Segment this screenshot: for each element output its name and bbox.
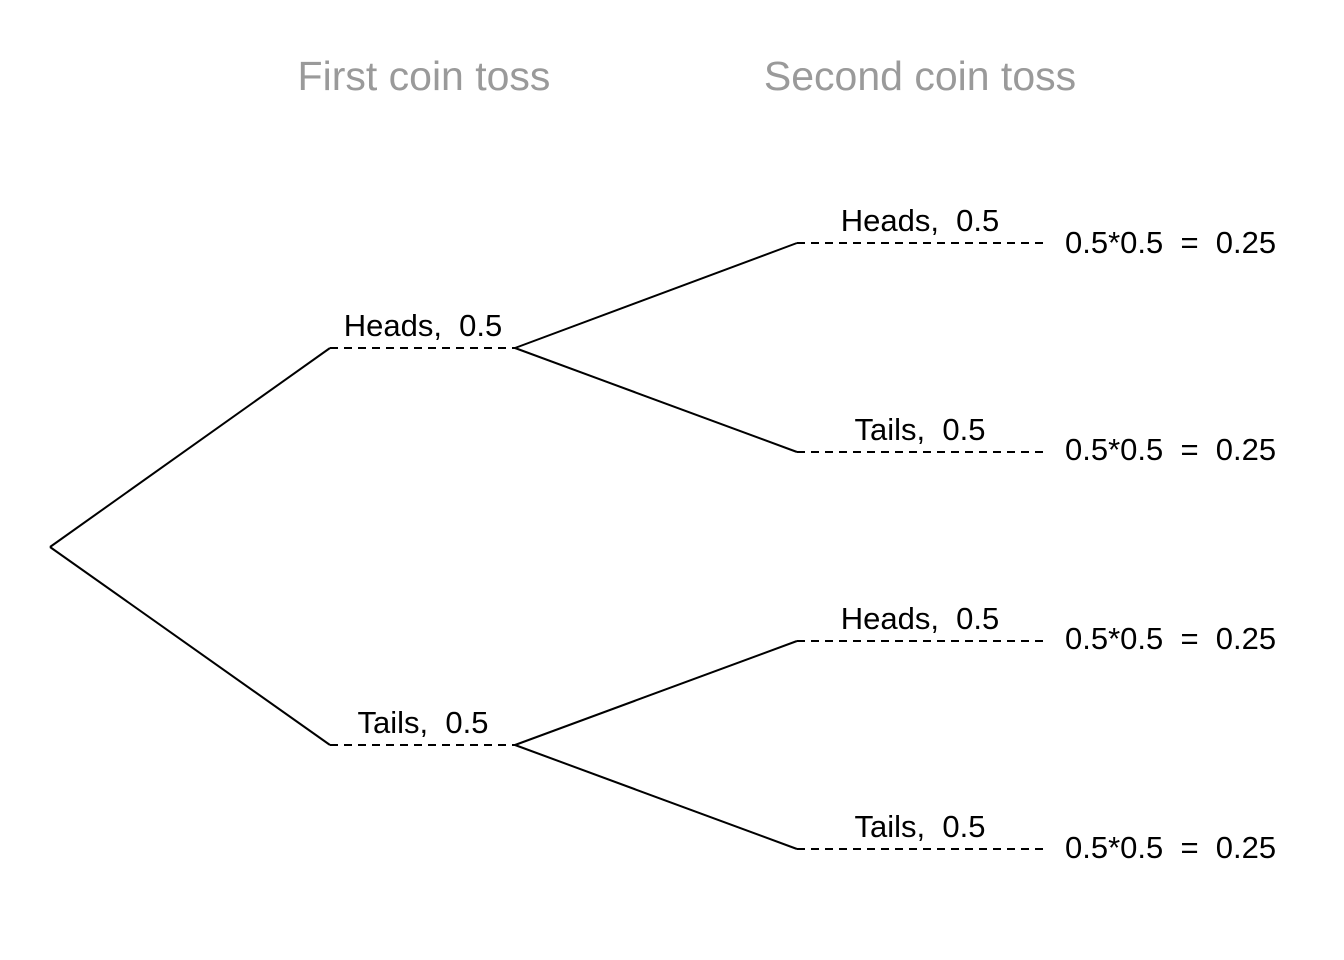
branch-root-tails	[49, 546, 331, 746]
branch-tails-tails	[514, 744, 798, 850]
second-th-label: Heads, 0.5	[841, 601, 1000, 636]
outcome-th: 0.5*0.5 = 0.25	[1065, 621, 1276, 656]
second-toss-header: Second coin toss	[764, 53, 1076, 99]
first-heads-label: Heads, 0.5	[344, 308, 503, 343]
first-toss-header: First coin toss	[298, 53, 551, 99]
second-ht-label: Tails, 0.5	[855, 412, 986, 447]
outcome-hh: 0.5*0.5 = 0.25	[1065, 225, 1276, 260]
first-tails-label: Tails, 0.5	[358, 705, 489, 740]
second-tt-label: Tails, 0.5	[855, 809, 986, 844]
outcome-ht: 0.5*0.5 = 0.25	[1065, 432, 1276, 467]
branch-heads-heads	[514, 242, 798, 349]
second-hh-label: Heads, 0.5	[841, 203, 1000, 238]
branch-heads-tails	[514, 347, 798, 453]
outcome-tt: 0.5*0.5 = 0.25	[1065, 830, 1276, 865]
branch-root-heads	[49, 347, 331, 548]
branch-tails-heads	[514, 640, 798, 746]
